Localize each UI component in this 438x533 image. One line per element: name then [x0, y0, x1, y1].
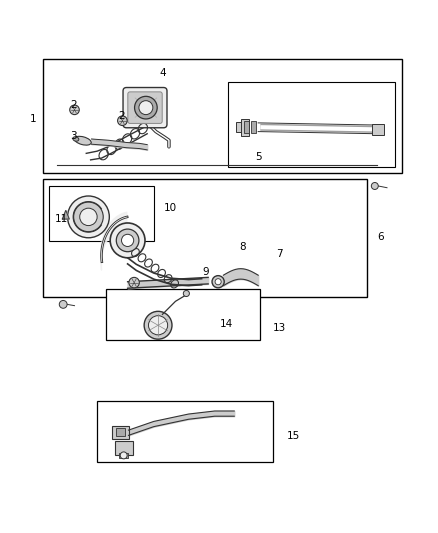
- Bar: [237, 122, 247, 133]
- Bar: [106, 289, 260, 341]
- Text: 4: 4: [159, 68, 166, 78]
- Bar: [43, 180, 367, 297]
- Text: 2: 2: [118, 111, 124, 122]
- Bar: [241, 118, 250, 136]
- Circle shape: [120, 452, 127, 459]
- Bar: [372, 124, 385, 135]
- Circle shape: [129, 277, 139, 288]
- Circle shape: [67, 196, 110, 238]
- Text: 9: 9: [203, 266, 209, 277]
- Circle shape: [144, 311, 172, 339]
- Circle shape: [212, 276, 224, 288]
- Bar: [116, 429, 125, 436]
- Text: 5: 5: [255, 152, 261, 162]
- Circle shape: [121, 235, 134, 246]
- Bar: [244, 121, 250, 133]
- Circle shape: [116, 229, 139, 252]
- Bar: [49, 185, 154, 241]
- Circle shape: [80, 208, 97, 225]
- Text: 1: 1: [29, 114, 36, 124]
- Text: 10: 10: [164, 203, 177, 213]
- Text: 13: 13: [273, 324, 286, 333]
- Bar: [228, 83, 395, 167]
- Circle shape: [110, 223, 145, 258]
- Bar: [97, 400, 273, 462]
- Circle shape: [117, 116, 127, 125]
- FancyBboxPatch shape: [123, 87, 167, 128]
- Bar: [113, 426, 129, 439]
- Text: 2: 2: [70, 100, 77, 110]
- Circle shape: [215, 279, 221, 285]
- Bar: [119, 453, 128, 458]
- Circle shape: [139, 101, 153, 115]
- Circle shape: [184, 290, 189, 296]
- Circle shape: [74, 202, 103, 232]
- Circle shape: [148, 316, 168, 335]
- FancyBboxPatch shape: [128, 92, 162, 124]
- Text: 3: 3: [70, 131, 77, 141]
- Bar: [43, 59, 402, 173]
- Bar: [251, 121, 256, 133]
- Text: 11: 11: [55, 214, 68, 224]
- Ellipse shape: [73, 137, 79, 141]
- Text: 15: 15: [286, 431, 300, 441]
- Text: 7: 7: [276, 249, 283, 260]
- Bar: [115, 441, 133, 455]
- Polygon shape: [62, 211, 69, 219]
- Circle shape: [371, 182, 378, 189]
- Circle shape: [59, 301, 67, 308]
- Text: 14: 14: [220, 319, 233, 329]
- Ellipse shape: [74, 136, 91, 145]
- Circle shape: [134, 96, 157, 119]
- Text: 6: 6: [378, 232, 384, 243]
- Circle shape: [70, 105, 79, 115]
- Text: 8: 8: [240, 242, 246, 252]
